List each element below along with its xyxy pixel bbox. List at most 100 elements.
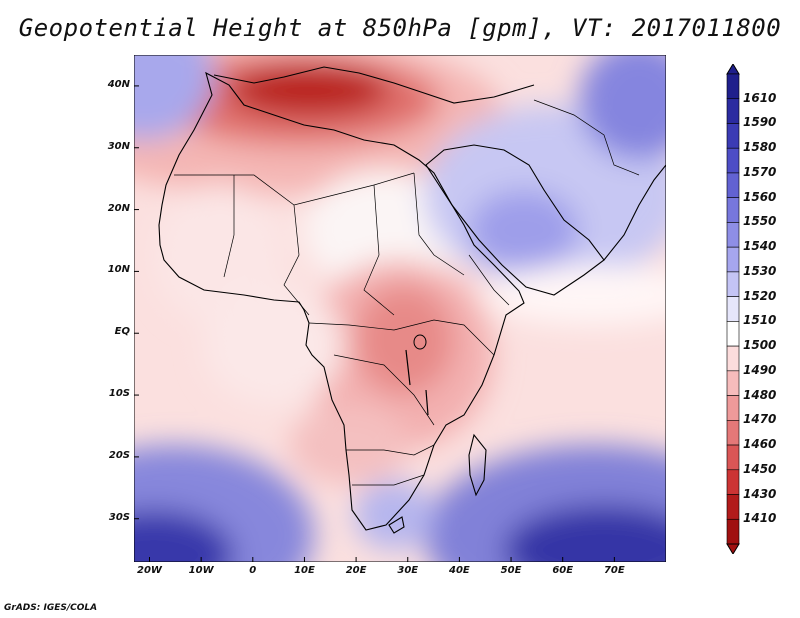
field-region-sahara <box>304 170 464 290</box>
lat-label: 20N <box>107 202 130 214</box>
colorbar-level-label: 1520 <box>743 288 777 303</box>
colorbar-box <box>726 147 740 174</box>
colorbar-level-label: 1430 <box>743 486 777 501</box>
border-line <box>363 184 395 316</box>
border-line <box>533 99 640 176</box>
colorbar-level-label: 1480 <box>743 387 777 402</box>
border-line <box>468 254 510 306</box>
field-region-north-atlantic <box>134 55 214 140</box>
colorbar-level-label: 1570 <box>743 164 777 179</box>
mediterranean-coast <box>213 66 535 104</box>
arabia-outline <box>425 144 605 296</box>
lesotho-outline <box>388 516 405 534</box>
lon-label: 20W <box>137 565 162 576</box>
lon-label: 30E <box>397 565 419 576</box>
coastlines <box>158 66 666 534</box>
lake-malawi <box>425 389 429 416</box>
colorbar-level-label: 1540 <box>743 239 777 254</box>
colorbar-box <box>726 395 740 421</box>
lon-label: 10E <box>294 565 315 576</box>
colorbar-box <box>726 172 740 198</box>
border-line <box>352 474 425 486</box>
africa-outline <box>158 71 525 531</box>
map-svg <box>134 55 666 562</box>
colorbar-box <box>726 494 740 520</box>
colorbar-box <box>726 197 740 223</box>
colorbar-box <box>726 73 740 100</box>
colorbar-level-label: 1410 <box>743 511 777 526</box>
colorbar-box <box>726 98 740 124</box>
colorbar-box <box>726 222 740 248</box>
height-field <box>134 55 666 562</box>
colorbar-level-label: 1580 <box>743 140 777 155</box>
axis-ticks <box>134 85 615 562</box>
country-borders <box>174 99 640 486</box>
lon-label: 0 <box>249 565 257 576</box>
colorbar-level-label: 1470 <box>743 412 777 427</box>
lon-label: 70E <box>603 565 625 576</box>
lake-tanganyika <box>405 349 411 386</box>
colorbar-level-label: 1450 <box>743 461 777 476</box>
lat-label: 10S <box>108 388 130 400</box>
field-region-iran <box>579 55 666 160</box>
border-line <box>174 172 415 206</box>
madagascar-outline <box>468 433 487 497</box>
colorbar-bottom-arrow <box>726 543 740 554</box>
colorbar-box <box>726 444 740 471</box>
colorbar-level-label: 1590 <box>743 115 777 130</box>
field-region-south-indian-core <box>504 505 666 562</box>
colorbar-box <box>726 321 740 347</box>
colorbar-level-label: 1490 <box>743 362 777 377</box>
colorbar-level-label: 1510 <box>743 313 777 328</box>
field-region-congo <box>354 285 454 395</box>
field-region-angola <box>289 405 409 485</box>
colorbar-level-label: 1610 <box>743 90 777 105</box>
lat-label: EQ <box>114 326 130 338</box>
field-region-arabian-sea <box>484 265 666 325</box>
iran-india-coast <box>603 164 666 261</box>
lat-label: 30S <box>108 511 130 523</box>
lat-label: 20S <box>108 449 130 461</box>
colorbar-box <box>726 420 740 446</box>
border-line <box>283 204 310 316</box>
border-line <box>223 175 235 278</box>
colorbar <box>726 64 740 554</box>
field-region-south-africa <box>354 480 434 550</box>
colorbar-box <box>726 271 740 297</box>
border-line <box>413 172 465 276</box>
colorbar-top-arrow <box>726 64 740 75</box>
field-region-south-atlantic-core <box>134 510 234 562</box>
lon-label: 60E <box>552 565 574 576</box>
colorbar-box <box>726 296 740 322</box>
lon-label: 20E <box>345 565 367 576</box>
chart-title: Geopotential Height at 850hPa [gpm], VT:… <box>18 14 782 42</box>
lat-label: 40N <box>107 78 130 90</box>
lakes <box>405 334 429 416</box>
lon-label: 40E <box>449 565 470 576</box>
colorbar-box <box>726 246 740 273</box>
colorbar-box <box>726 469 740 495</box>
colorbar-box <box>726 345 740 372</box>
colorbar-level-label: 1530 <box>743 263 777 278</box>
colorbar-level-label: 1500 <box>743 338 777 353</box>
lon-label: 50E <box>500 565 522 576</box>
colorbar-level-label: 1560 <box>743 189 777 204</box>
colorbar-boxes <box>726 64 740 554</box>
border-line <box>308 319 495 356</box>
colorbar-level-label: 1460 <box>743 437 777 452</box>
map-panel <box>134 55 666 562</box>
colorbar-box <box>726 370 740 396</box>
lat-label: 30N <box>107 140 130 152</box>
colorbar-level-label: 1550 <box>743 214 777 229</box>
border-line <box>346 444 435 456</box>
border-line <box>333 354 435 426</box>
lon-label: 10W <box>188 565 214 576</box>
lat-label: 10N <box>107 264 130 276</box>
field-region-mediterranean-core <box>229 64 389 116</box>
field-region-arabia-core <box>469 190 579 270</box>
field-region-gulf-guinea <box>204 285 344 405</box>
credit-text: GrADS: IGES/COLA <box>4 603 98 613</box>
colorbar-box <box>726 123 740 149</box>
colorbar-box <box>726 518 740 545</box>
lake-victoria <box>413 334 427 350</box>
